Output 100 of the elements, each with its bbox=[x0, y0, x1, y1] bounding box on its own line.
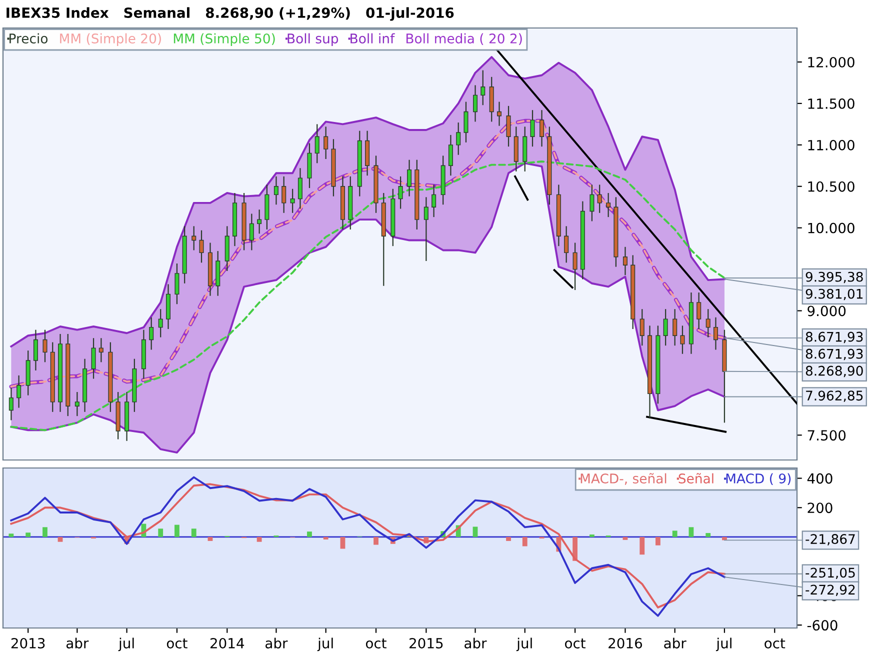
candlestick bbox=[606, 192, 611, 218]
candlestick bbox=[324, 126, 328, 160]
candlestick bbox=[16, 374, 22, 408]
candlestick bbox=[706, 308, 710, 338]
annotation: 8.671,93 bbox=[806, 332, 863, 344]
x-tick-label: abr bbox=[266, 638, 288, 648]
candlestick bbox=[192, 226, 196, 251]
x-tick-label: oct bbox=[764, 638, 786, 648]
bar bbox=[256, 536, 262, 542]
bar bbox=[208, 536, 213, 541]
candlestick bbox=[398, 176, 403, 210]
bar bbox=[522, 536, 528, 546]
legend-label: Señal bbox=[678, 473, 714, 484]
candlestick bbox=[42, 329, 48, 363]
candlestick bbox=[149, 316, 154, 350]
candlestick bbox=[622, 246, 628, 276]
candlestick bbox=[298, 168, 302, 210]
y-tick-label: 11.000 bbox=[808, 140, 854, 150]
bar bbox=[472, 526, 478, 537]
x-tick-label: abr bbox=[464, 638, 487, 648]
bar bbox=[655, 536, 660, 546]
annotation: 9.381,01 bbox=[806, 288, 863, 300]
bar bbox=[58, 536, 63, 542]
candlestick bbox=[530, 110, 535, 148]
y-tick-label: 12.000 bbox=[808, 56, 854, 68]
candlestick bbox=[564, 226, 569, 264]
text: MM (Simple 50) bbox=[174, 33, 275, 46]
candlestick bbox=[74, 391, 80, 417]
bar bbox=[506, 536, 511, 541]
candlestick bbox=[282, 176, 286, 214]
candlestick bbox=[464, 101, 468, 143]
annotation: -21,867 bbox=[806, 534, 855, 546]
candlestick bbox=[290, 188, 295, 214]
bar bbox=[688, 527, 694, 537]
y-tick-label: 10.000 bbox=[808, 222, 854, 234]
annotation: 8.268,90 bbox=[806, 366, 863, 378]
y-tick-label: 7.500 bbox=[808, 430, 846, 441]
candlestick bbox=[590, 184, 594, 222]
y-tick-label: 10.500 bbox=[808, 181, 854, 192]
annotation: 8.671,93 bbox=[806, 348, 863, 360]
candlestick bbox=[663, 308, 668, 346]
candlestick bbox=[432, 184, 436, 218]
candlestick bbox=[33, 329, 38, 372]
bar bbox=[174, 524, 180, 537]
x-tick-label: 2015 bbox=[410, 638, 443, 648]
bar bbox=[672, 530, 678, 537]
candlestick bbox=[274, 176, 278, 206]
candlestick bbox=[506, 105, 511, 148]
candlestick bbox=[472, 84, 478, 122]
legend-label: Precio bbox=[10, 33, 48, 44]
annotation: 7.962,85 bbox=[806, 390, 863, 402]
legend-label: Boll inf bbox=[350, 33, 395, 44]
x-tick-label: oct bbox=[166, 638, 188, 648]
candlestick bbox=[174, 262, 180, 305]
x-tick-label: abr bbox=[66, 638, 89, 648]
candlestick bbox=[424, 196, 428, 262]
candlestick bbox=[696, 292, 702, 330]
bar bbox=[307, 532, 312, 537]
bar bbox=[706, 533, 711, 537]
annotation: 9.395,38 bbox=[806, 272, 863, 284]
candlestick bbox=[448, 134, 453, 176]
x-tick-label: jul bbox=[716, 638, 732, 652]
bar bbox=[340, 536, 346, 549]
candlestick bbox=[8, 387, 14, 421]
candlestick bbox=[540, 110, 544, 148]
x-tick-label: oct bbox=[565, 638, 586, 648]
bar bbox=[26, 532, 31, 537]
bar bbox=[191, 528, 196, 537]
chart-title: IBEX35 Index Semanal 8.268,90 (+1,29%) 01-jul-2016 bbox=[6, 7, 454, 21]
candlestick bbox=[480, 70, 486, 106]
candlestick bbox=[199, 230, 204, 264]
y-tick-label: 9.000 bbox=[808, 306, 846, 316]
x-tick-label: 2014 bbox=[210, 638, 244, 648]
x-tick-label: jul bbox=[317, 638, 333, 652]
y-tick-label: 11.500 bbox=[808, 98, 854, 109]
candlestick bbox=[407, 159, 412, 197]
bar bbox=[622, 536, 628, 540]
bar bbox=[590, 534, 594, 537]
candlestick bbox=[597, 184, 602, 214]
x-tick-label: abr bbox=[664, 638, 686, 648]
candlestick bbox=[680, 325, 685, 354]
bar bbox=[158, 528, 164, 537]
y-tick-label: 400 bbox=[807, 473, 832, 484]
legend-label: MACD ( 9) bbox=[726, 473, 791, 486]
candlestick bbox=[672, 308, 678, 346]
candlestick bbox=[496, 101, 502, 126]
x-tick-label: 2013 bbox=[11, 638, 45, 648]
candlestick bbox=[249, 213, 254, 251]
candlestick bbox=[713, 316, 718, 350]
text: Boll media ( 20 2) bbox=[406, 33, 522, 46]
candlestick bbox=[456, 122, 461, 156]
candlestick bbox=[98, 338, 104, 363]
bar bbox=[374, 536, 378, 545]
y-tick-label: -600 bbox=[807, 620, 838, 631]
bar bbox=[42, 527, 48, 537]
annotation: -272,92 bbox=[806, 584, 855, 596]
bar bbox=[8, 534, 14, 537]
x-tick-label: jul bbox=[516, 638, 532, 652]
x-tick-label: jul bbox=[118, 638, 134, 652]
x-tick-label: oct bbox=[366, 638, 386, 648]
